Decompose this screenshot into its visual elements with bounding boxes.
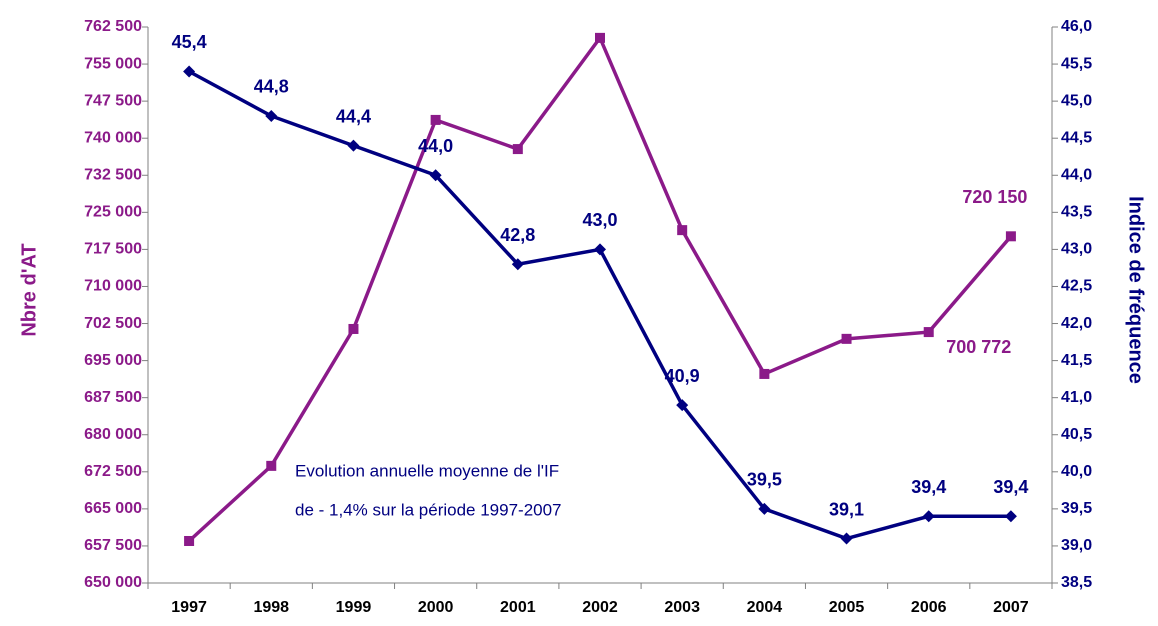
y2-tick-label: 43,5 (1061, 204, 1092, 221)
marker (840, 532, 853, 545)
y2-tick-label: 41,5 (1061, 352, 1092, 369)
y-tick-label: 680 000 (84, 426, 142, 443)
y-tick-label: 717 500 (84, 241, 142, 258)
data-label: 40,9 (665, 366, 700, 386)
marker (512, 144, 523, 155)
y-tick-label: 702 500 (84, 315, 142, 332)
y-tick-label: 665 000 (84, 500, 142, 517)
marker (430, 114, 441, 125)
data-label: 44,0 (418, 136, 453, 156)
y2-tick-label: 46,0 (1061, 18, 1092, 35)
data-label: 44,8 (254, 77, 289, 97)
marker (595, 32, 605, 43)
x-tick-label: 2004 (747, 599, 783, 616)
y-tick-label: 740 000 (84, 129, 142, 146)
marker (511, 258, 524, 271)
marker (1005, 231, 1016, 242)
y-tick-label: 695 000 (84, 352, 142, 369)
y2-tick-label: 45,0 (1061, 92, 1092, 109)
marker (923, 327, 934, 338)
marker (348, 323, 359, 334)
y2-tick-label: 41,0 (1061, 389, 1092, 406)
y-tick-label: 762 500 (84, 18, 142, 35)
data-label: 44,4 (336, 106, 371, 126)
marker (676, 399, 689, 412)
marker (922, 510, 935, 523)
data-label: 39,1 (829, 499, 864, 519)
data-label: 42,8 (500, 225, 535, 245)
data-label: 700 772 (946, 337, 1011, 357)
y2-tick-label: 42,5 (1061, 278, 1092, 295)
marker (677, 225, 688, 236)
y-tick-label: 747 500 (84, 92, 142, 109)
marker (759, 368, 770, 379)
y2-tick-label: 44,0 (1061, 166, 1092, 183)
y-tick-label: 650 000 (84, 574, 142, 591)
y2-axis-title: Indice de fréquence (1125, 196, 1147, 384)
marker (594, 243, 606, 256)
x-tick-label: 2005 (829, 599, 865, 616)
y-tick-label: 725 000 (84, 204, 142, 221)
data-label: 43,0 (582, 210, 617, 230)
data-label: 39,4 (911, 477, 946, 497)
data-label: 720 150 (962, 187, 1027, 207)
y-tick-label: 732 500 (84, 166, 142, 183)
x-tick-label: 2007 (993, 599, 1029, 616)
y2-tick-label: 40,5 (1061, 426, 1092, 443)
y-tick-label: 710 000 (84, 278, 142, 295)
y2-tick-label: 43,0 (1061, 241, 1092, 258)
x-tick-label: 1998 (253, 599, 289, 616)
marker (429, 169, 442, 182)
x-tick-label: 2006 (911, 599, 947, 616)
x-tick-label: 1999 (336, 599, 372, 616)
y-tick-label: 755 000 (84, 55, 142, 72)
marker (758, 502, 771, 515)
data-label: 39,4 (993, 477, 1028, 497)
marker (1004, 510, 1017, 523)
y2-tick-label: 42,0 (1061, 315, 1092, 332)
x-tick-label: 1997 (171, 599, 207, 616)
y-axis-title: Nbre d'AT (18, 243, 40, 336)
y2-tick-label: 40,0 (1061, 463, 1092, 480)
x-tick-label: 2002 (582, 599, 618, 616)
y2-tick-label: 39,5 (1061, 500, 1092, 517)
y-tick-label: 687 500 (84, 389, 142, 406)
annotation: Evolution annuelle moyenne de l'IF (295, 461, 559, 480)
y2-tick-label: 44,5 (1061, 129, 1092, 146)
y-tick-label: 657 500 (84, 537, 142, 554)
marker (183, 65, 196, 78)
y2-tick-label: 38,5 (1061, 574, 1092, 591)
marker (347, 139, 360, 152)
x-tick-label: 2003 (664, 599, 700, 616)
marker (841, 333, 852, 344)
y2-tick-label: 39,0 (1061, 537, 1092, 554)
marker (266, 460, 277, 471)
data-label: 45,4 (172, 32, 207, 52)
marker (184, 535, 195, 546)
y2-tick-label: 45,5 (1061, 55, 1092, 72)
x-tick-label: 2001 (500, 599, 536, 616)
y-tick-label: 672 500 (84, 463, 142, 480)
x-tick-label: 2000 (418, 599, 454, 616)
marker (265, 109, 278, 122)
annotation: de - 1,4% sur la période 1997-2007 (295, 500, 562, 519)
data-label: 39,5 (747, 470, 782, 490)
